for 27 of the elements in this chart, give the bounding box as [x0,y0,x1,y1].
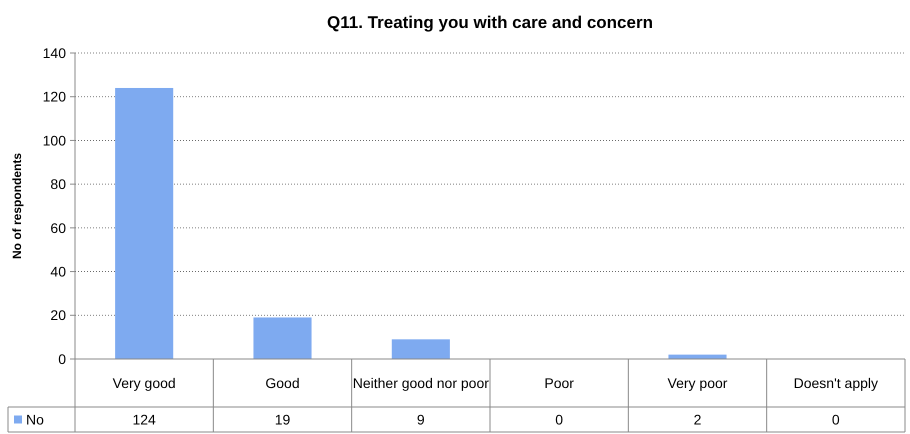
legend-label: No [26,411,44,428]
bar [253,317,312,359]
bar [392,339,450,359]
x-tick-label: Good [265,374,300,391]
y-axis-title: No of respondents [10,152,24,260]
y-tick-label: 120 [42,88,66,105]
chart-title: Q11. Treating you with care and concern [327,13,653,32]
y-tick-label: 140 [42,44,66,61]
data-label: 0 [832,411,840,428]
data-label: 0 [555,411,564,428]
data-label: 124 [132,411,156,428]
y-tick-label: 100 [42,132,66,148]
y-tick-label: 80 [50,176,66,192]
y-tick-label: 60 [50,220,66,236]
data-label: 2 [694,411,702,428]
data-label: 9 [416,411,425,428]
x-tick-label: Very poor [668,374,728,391]
y-tick-label: 20 [50,307,66,324]
x-tick-label: Very good [112,374,176,391]
x-tick-label: Poor [544,374,574,391]
data-label: 19 [274,411,290,428]
y-tick-label: 0 [58,350,66,367]
y-tick-label: 40 [50,263,66,280]
x-tick-label: Neither good nor poor [352,374,490,391]
bar [668,354,727,359]
x-tick-label: Doesn't apply [794,374,878,391]
bar [115,88,174,359]
